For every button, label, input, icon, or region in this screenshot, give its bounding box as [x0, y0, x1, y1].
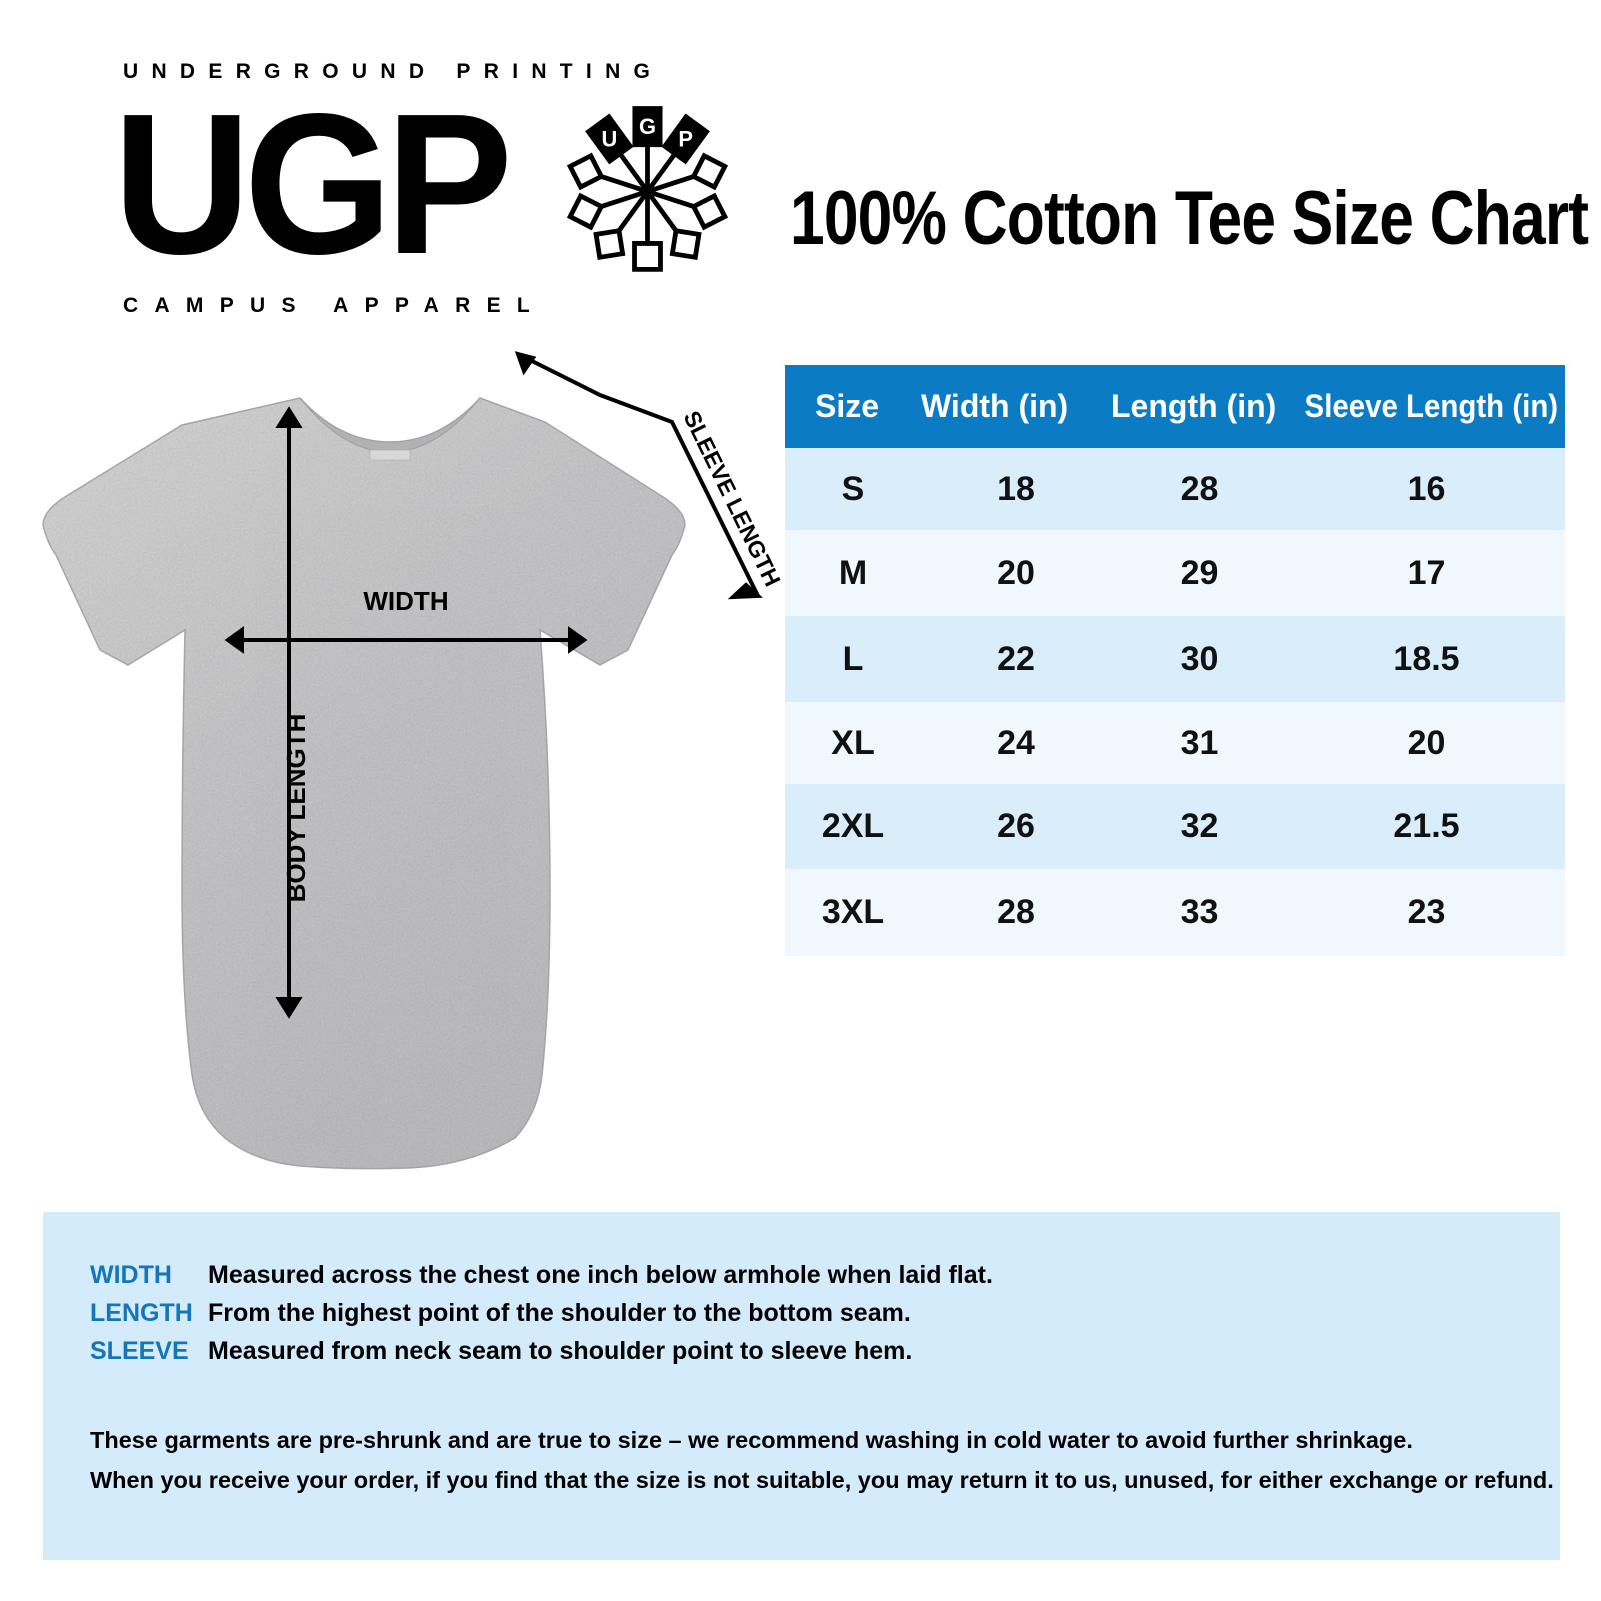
svg-text:P: P: [678, 126, 693, 151]
svg-text:BODY LENGTH: BODY LENGTH: [281, 714, 311, 903]
svg-text:WIDTH: WIDTH: [363, 586, 448, 616]
svg-text:SLEEVE LENGTH: SLEEVE LENGTH: [678, 407, 785, 591]
svg-text:U: U: [601, 126, 617, 151]
svg-text:G: G: [639, 114, 656, 139]
